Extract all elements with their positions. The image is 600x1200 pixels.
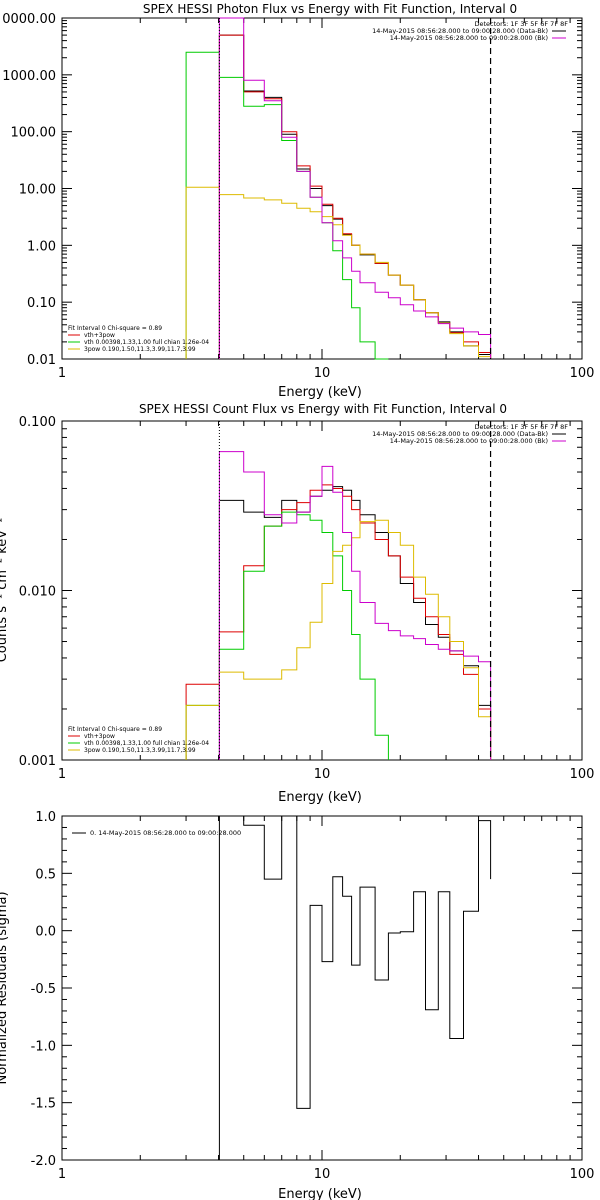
- legend-header: Fit Interval 0 Chi-square = 0.89: [68, 325, 162, 332]
- x-tick-label: 10: [314, 767, 331, 782]
- y-tick-label: 100.00: [11, 126, 57, 141]
- legend-entry: vth 0.00398,1.33,1.00 full chian 1.26e-0…: [84, 339, 209, 346]
- x-tick-label: 100: [570, 767, 595, 782]
- x-tick-label: 1: [58, 767, 66, 782]
- photon-flux-xlabel: Energy (keV): [278, 385, 362, 400]
- plot-frame: [61, 815, 583, 1161]
- x-tick-label: 10: [314, 1167, 331, 1182]
- y-tick-label: -0.5: [31, 982, 56, 997]
- legend-entry: vth+3pow: [84, 332, 115, 339]
- series-line: [218, 34, 492, 359]
- y-tick-label: -1.0: [31, 1039, 56, 1054]
- series-line: [185, 519, 492, 760]
- photon-flux-panel: SPEX HESSI Photon Flux vs Energy with Fi…: [2, 2, 594, 400]
- count-flux-xlabel: Energy (keV): [278, 790, 362, 805]
- legend-entry: 3pow 0.190,1.50,11.3,3.99,11.7,3.99: [84, 747, 196, 754]
- x-tick-label: 10: [314, 366, 331, 381]
- y-tick-label: 0.10: [27, 296, 56, 311]
- y-tick-label: 0.01: [27, 353, 56, 368]
- series-line: [218, 17, 492, 359]
- photon-flux-title: SPEX HESSI Photon Flux vs Energy with Fi…: [143, 2, 517, 16]
- y-tick-label: 1000.00: [2, 69, 56, 84]
- y-tick-label: 1.0: [35, 810, 56, 825]
- legend-entry: 14-May-2015 08:56:28.000 to 09:00:28.000…: [372, 27, 548, 35]
- series-line: [185, 186, 492, 359]
- y-tick-label: 0.0: [35, 925, 56, 940]
- legend-entry: 14-May-2015 08:56:28.000 to 09:00:28.000…: [390, 437, 548, 445]
- count-flux-title: SPEX HESSI Count Flux vs Energy with Fit…: [139, 402, 507, 416]
- count-flux-ylabel: Counts s⁻¹ cm⁻² keV⁻¹: [0, 518, 10, 663]
- x-tick-label: 1: [58, 1167, 66, 1182]
- series-line: [185, 511, 389, 760]
- legend-header: Fit Interval 0 Chi-square = 0.89: [68, 726, 162, 733]
- x-tick-label: 1: [58, 366, 66, 381]
- residuals-xlabel: Energy (keV): [278, 1187, 362, 1200]
- y-tick-label: 0.100: [19, 415, 56, 430]
- x-tick-label: 100: [570, 366, 595, 381]
- y-tick-label: 0.010: [19, 585, 56, 600]
- y-tick-label: 10.00: [19, 183, 56, 198]
- y-tick-label: 0.001: [19, 754, 56, 769]
- residuals-ylabel: Normalized Residuals (sigma): [0, 891, 10, 1084]
- y-tick-label: -2.0: [31, 1154, 56, 1169]
- x-tick-label: 100: [570, 1167, 595, 1182]
- y-tick-label: 1.00: [27, 239, 56, 254]
- series-line: [185, 51, 389, 360]
- legend-entry: 0. 14-May-2015 08:56:28.000 to 09:00:28.…: [90, 829, 241, 837]
- legend-entry: vth 0.00398,1.33,1.00 full chian 1.26e-0…: [84, 740, 209, 747]
- count-flux-panel: SPEX HESSI Count Flux vs Energy with Fit…: [0, 402, 594, 805]
- series-line: [185, 484, 492, 760]
- legend-entry: vth+3pow: [84, 733, 115, 740]
- y-tick-label: 0.5: [35, 867, 56, 882]
- series-line: [218, 451, 492, 760]
- legend-entry: 14-May-2015 08:56:28.000 to 09:00:28.000…: [390, 34, 548, 42]
- legend-entry: 3pow 0.190,1.50,11.3,3.99,11.7,3.99: [84, 346, 196, 353]
- residuals-panel: Energy (keV) Normalized Residuals (sigma…: [0, 810, 594, 1200]
- legend-header: Detectors: 1F 3F 5F 6F 7F 8F: [474, 20, 568, 28]
- series-line: [218, 815, 492, 1160]
- y-tick-label: -1.5: [31, 1097, 56, 1112]
- y-tick-label: 0000.00: [2, 12, 56, 27]
- legend-header: Detectors: 1F 3F 5F 6F 7F 8F: [474, 423, 568, 431]
- legend-entry: 14-May-2015 08:56:28.000 to 09:00:28.000…: [372, 430, 548, 438]
- series-line: [218, 34, 492, 359]
